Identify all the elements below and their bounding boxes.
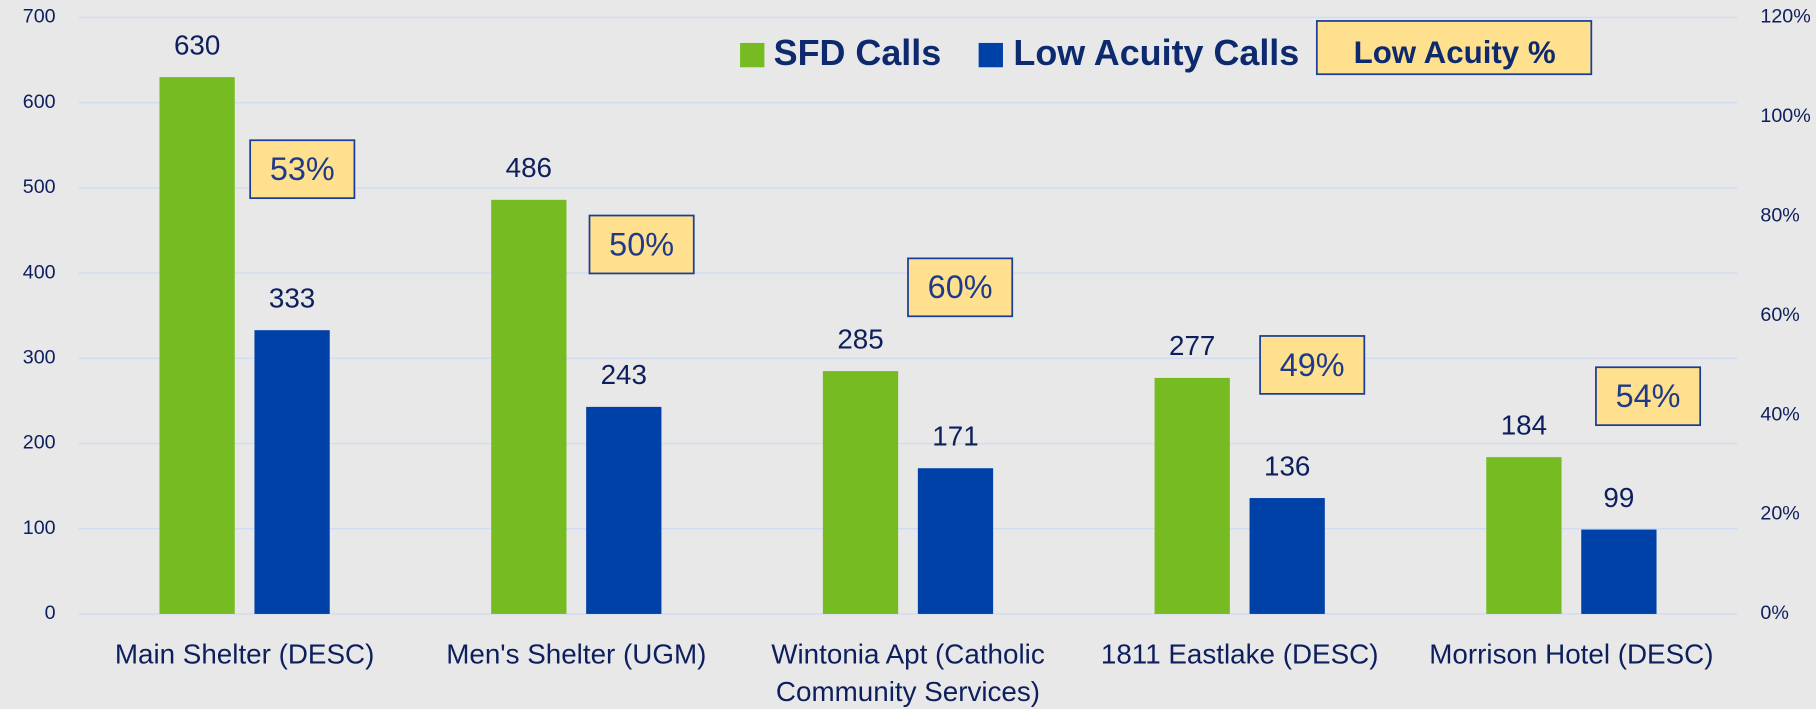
y2-tick-label: 100% — [1760, 105, 1810, 127]
bar — [822, 371, 899, 614]
percent-box — [907, 257, 1014, 318]
legend-label: SFD Calls — [774, 33, 942, 73]
y2-tick-label: 80% — [1760, 204, 1799, 226]
percent-label: 50% — [609, 226, 674, 262]
data-label: 184 — [1501, 409, 1547, 440]
x-tick-label: Main Shelter (DESC) — [114, 639, 375, 671]
y2-tick-label: 60% — [1760, 304, 1799, 326]
data-label: 171 — [932, 420, 978, 451]
percent-box — [1259, 335, 1366, 395]
bar — [586, 406, 662, 614]
bar — [159, 77, 235, 614]
bar — [1486, 457, 1562, 614]
percent-label: 53% — [270, 151, 335, 187]
y-tick-label: 400 — [23, 261, 56, 283]
data-label: 486 — [506, 152, 552, 183]
bar — [491, 199, 567, 614]
bar — [1154, 377, 1230, 614]
y-tick-label: 600 — [23, 91, 56, 113]
x-tick-label-box: Main Shelter (DESC) — [114, 639, 375, 671]
legend-label: Low Acuity % — [1354, 35, 1556, 70]
percent-label: 60% — [928, 269, 993, 305]
x-tick-label-box: Men's Shelter (UGM) — [446, 639, 707, 671]
data-label: 99 — [1603, 482, 1634, 513]
data-label: 136 — [1264, 450, 1310, 481]
legend-swatch — [740, 42, 765, 68]
y-tick-label: 700 — [23, 6, 56, 28]
data-label: 285 — [837, 323, 883, 354]
y2-tick-label: 40% — [1760, 403, 1799, 425]
legend-swatch — [978, 42, 1003, 68]
y2-tick-label: 20% — [1760, 503, 1799, 525]
percent-box — [588, 214, 695, 275]
percent-box — [1595, 366, 1702, 427]
y-tick-label: 300 — [23, 347, 56, 369]
x-tick-label: Wintonia Apt (Catholic Community Service… — [771, 639, 1045, 708]
bar — [1249, 498, 1325, 614]
percent-box — [249, 139, 356, 200]
bar — [1581, 529, 1657, 614]
data-label: 630 — [174, 29, 220, 60]
y-tick-label: 200 — [23, 432, 56, 454]
bar — [917, 468, 994, 614]
legend-label: Low Acuity Calls — [1013, 33, 1299, 73]
y-tick-label: 0 — [45, 602, 56, 624]
legend-box — [1315, 20, 1593, 76]
y2-tick-label: 120% — [1760, 6, 1810, 28]
x-tick-label: Men's Shelter (UGM) — [446, 639, 707, 671]
y-tick-label: 100 — [23, 517, 56, 539]
percent-label: 49% — [1280, 347, 1345, 383]
x-tick-label: Morrison Hotel (DESC) — [1429, 639, 1714, 671]
y-tick-label: 500 — [23, 176, 56, 198]
x-tick-label-box: Wintonia Apt (Catholic Community Service… — [771, 639, 1045, 708]
bar — [254, 330, 330, 614]
x-tick-label: 1811 Eastlake (DESC) — [1100, 639, 1379, 671]
y2-tick-label: 0% — [1760, 602, 1788, 624]
data-label: 243 — [601, 359, 647, 390]
x-tick-label-box: Morrison Hotel (DESC) — [1429, 639, 1714, 671]
x-tick-label-box: 1811 Eastlake (DESC) — [1100, 639, 1379, 671]
data-label: 277 — [1169, 330, 1215, 361]
percent-label: 54% — [1616, 378, 1681, 414]
data-label: 333 — [269, 282, 315, 313]
